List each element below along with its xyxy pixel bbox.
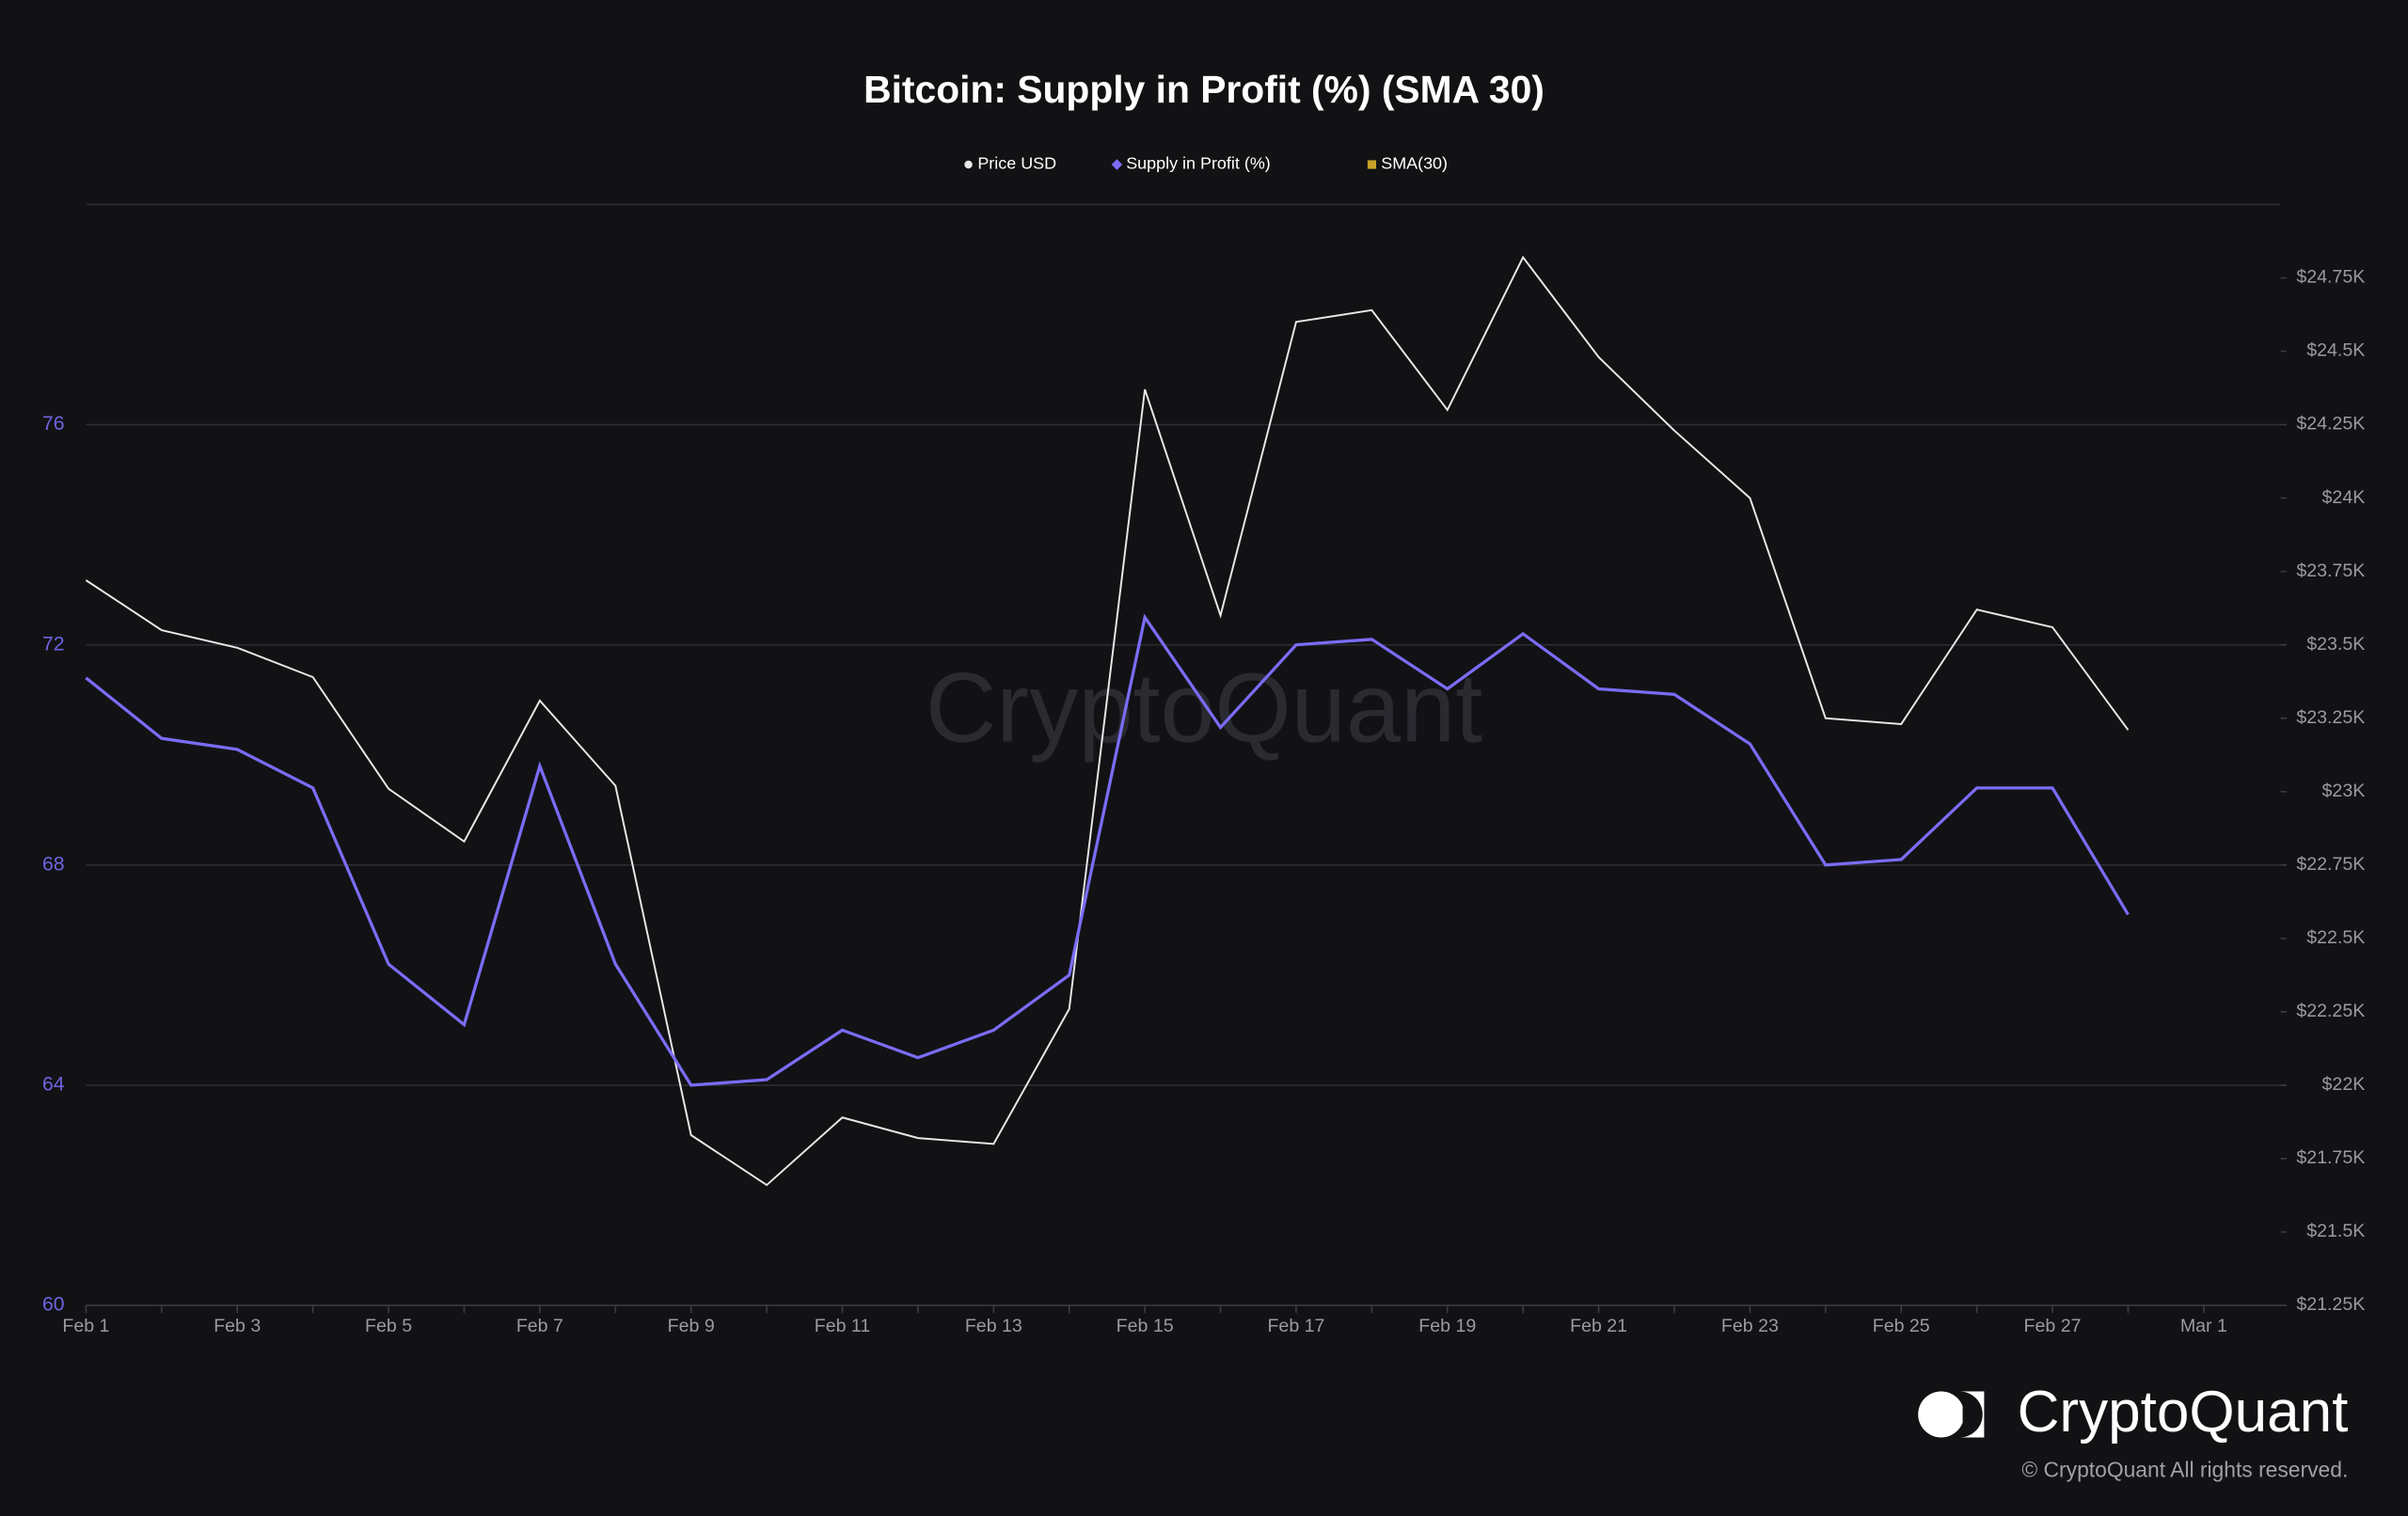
x-tick-label: Mar 1 (2180, 1316, 2227, 1336)
y2-tick-label: $24.75K (2296, 267, 2365, 288)
x-tick-label: Feb 7 (516, 1316, 563, 1336)
x-tick-label: Feb 25 (1873, 1316, 1930, 1336)
y-tick-label: 68 (42, 853, 65, 875)
legend-label: Price USD (977, 154, 1056, 173)
y2-tick-label: $24K (2322, 487, 2366, 508)
chart-title: Bitcoin: Supply in Profit (%) (SMA 30) (863, 68, 1545, 111)
x-tick-label: Feb 1 (62, 1316, 109, 1336)
logo (1918, 1391, 1985, 1438)
series-line (85, 255, 2130, 1187)
legend-marker (1367, 160, 1377, 169)
brand: CryptoQuant (2018, 1380, 2349, 1445)
watermark: CryptoQuant (926, 654, 1482, 764)
y2-tick-label: $23K (2322, 781, 2366, 801)
y-tick-label: 60 (42, 1294, 65, 1316)
y2-tick-label: $23.75K (2296, 561, 2365, 581)
y2-tick-label: $21.75K (2296, 1147, 2365, 1168)
y2-tick-label: $21.25K (2296, 1294, 2365, 1315)
x-tick-label: Feb 19 (1418, 1316, 1476, 1336)
y-tick-label: 72 (42, 633, 65, 655)
y2-tick-label: $22.75K (2296, 854, 2365, 875)
legend: Price USD Supply in Profit (%) SMA(30) (964, 154, 1448, 173)
y-tick-label: 64 (42, 1074, 65, 1096)
x-tick-label: Feb 27 (2024, 1316, 2082, 1336)
copyright: © CryptoQuant All rights reserved. (2021, 1457, 2348, 1481)
y2-tick-label: $24.25K (2296, 414, 2365, 434)
legend-marker (964, 160, 973, 169)
x-tick-label: Feb 21 (1570, 1316, 1627, 1336)
x-tick-label: Feb 3 (214, 1316, 261, 1336)
logo-circle (1918, 1391, 1965, 1438)
y2-tick-label: $23.5K (2306, 634, 2365, 655)
x-tick-label: Feb 17 (1267, 1316, 1324, 1336)
y2-tick-label: $22.25K (2296, 1001, 2365, 1021)
y2-tick-label: $21.5K (2306, 1221, 2365, 1241)
x-tick-label: Feb 15 (1117, 1316, 1174, 1336)
y2-tick-label: $22.5K (2306, 927, 2365, 948)
y2-tick-label: $24.5K (2306, 340, 2365, 361)
y-tick-label: 76 (42, 413, 65, 434)
x-tick-label: Feb 9 (668, 1316, 715, 1336)
y2-tick-label: $22K (2322, 1074, 2366, 1095)
logo-shape (1959, 1391, 1985, 1438)
x-tick-label: Feb 23 (1721, 1316, 1779, 1336)
x-tick-label: Feb 5 (365, 1316, 412, 1336)
legend-label: SMA(30) (1381, 154, 1448, 173)
x-tick-label: Feb 13 (965, 1316, 1022, 1336)
logo-cut (1962, 1400, 1977, 1429)
legend-label: Supply in Profit (%) (1126, 154, 1271, 173)
series-line (85, 613, 2130, 1087)
x-tick-label: Feb 11 (815, 1316, 870, 1336)
y2-tick-label: $23.25K (2296, 707, 2365, 728)
